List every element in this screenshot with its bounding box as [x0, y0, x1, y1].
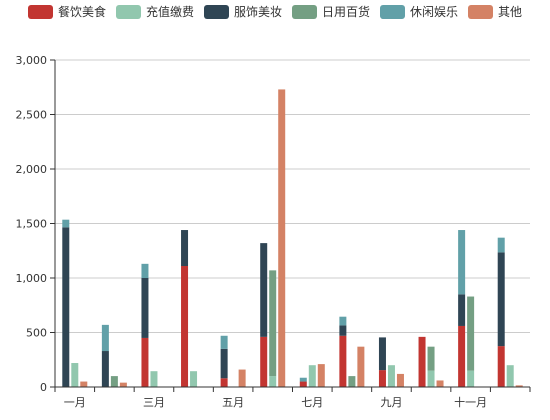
bar-segment[interactable]	[348, 376, 356, 387]
axes: 0 500 1,000 1,500 2,000 2,500 3,000 一月 三月 五月 七月 九月 十…	[16, 54, 531, 409]
bar-segment[interactable]	[62, 219, 70, 228]
legend-swatch	[380, 5, 405, 19]
bar-segment[interactable]	[141, 263, 149, 278]
legend-swatch	[204, 5, 229, 19]
legend-item[interactable]: 其他	[468, 5, 522, 19]
y-tick-label: 3,000	[16, 54, 48, 67]
x-tick-label: 五月	[222, 396, 244, 409]
bar-segment[interactable]	[497, 237, 505, 253]
bar-segment[interactable]	[515, 385, 523, 387]
legend-swatch	[292, 5, 317, 19]
bar-segment[interactable]	[458, 325, 466, 387]
y-tick-label: 1,500	[16, 218, 48, 231]
legend-label: 日用百货	[322, 4, 370, 19]
bar-segment[interactable]	[308, 365, 316, 387]
bar-segment[interactable]	[260, 336, 268, 387]
bar-segment[interactable]	[181, 230, 189, 267]
bar-segment[interactable]	[357, 346, 365, 387]
y-tick-label: 0	[40, 381, 47, 394]
bar-segment[interactable]	[506, 365, 514, 387]
y-tick-label: 2,000	[16, 163, 48, 176]
bar-segment[interactable]	[269, 376, 277, 387]
bar-segment[interactable]	[339, 335, 347, 387]
x-tick-label: 七月	[301, 396, 323, 409]
bar-segment[interactable]	[119, 382, 127, 387]
bar-segment[interactable]	[458, 230, 466, 295]
bar-segment[interactable]	[467, 296, 475, 371]
bar-segment[interactable]	[339, 325, 347, 336]
bars	[62, 89, 523, 388]
x-tick-label: 三月	[143, 396, 165, 409]
bar-segment[interactable]	[278, 89, 286, 388]
x-tick-label: 一月	[64, 396, 86, 409]
bar-segment[interactable]	[141, 278, 149, 338]
y-tick-label: 2,500	[16, 109, 48, 122]
bar-segment[interactable]	[71, 363, 79, 387]
bar-segment[interactable]	[238, 369, 246, 387]
bar-segment[interactable]	[220, 378, 228, 387]
grid	[55, 59, 530, 333]
bar-segment[interactable]	[80, 381, 88, 387]
bar-segment[interactable]	[141, 337, 149, 387]
bar-segment[interactable]	[378, 337, 386, 371]
legend-item[interactable]: 充值缴费	[116, 4, 194, 19]
legend[interactable]: 餐饮美食 充值缴费 服饰美妆 日用百货 休闲娱乐 其他	[28, 4, 522, 19]
bar-segment[interactable]	[339, 316, 347, 326]
legend-swatch	[116, 5, 141, 19]
bar-segment[interactable]	[299, 381, 307, 387]
bar-segment[interactable]	[181, 266, 189, 387]
bar-segment[interactable]	[427, 346, 435, 371]
legend-item[interactable]: 休闲娱乐	[380, 5, 458, 19]
bar-segment[interactable]	[110, 376, 118, 387]
x-tick-label: 九月	[380, 396, 402, 409]
bar-segment[interactable]	[220, 335, 228, 349]
legend-item[interactable]: 餐饮美食	[28, 4, 106, 19]
bar-segment[interactable]	[190, 371, 198, 387]
bar-segment[interactable]	[299, 377, 307, 382]
bar-segment[interactable]	[396, 373, 404, 387]
bar-segment[interactable]	[418, 336, 426, 387]
y-tick-label: 500	[26, 327, 47, 340]
bar-segment[interactable]	[427, 370, 435, 387]
bar-segment[interactable]	[458, 294, 466, 326]
bar-segment[interactable]	[62, 227, 70, 387]
bar-segment[interactable]	[497, 252, 505, 347]
bar-segment[interactable]	[497, 346, 505, 387]
bar-segment[interactable]	[269, 270, 277, 377]
bar-segment[interactable]	[387, 365, 395, 387]
bar-segment[interactable]	[467, 370, 475, 387]
y-tick-label: 1,000	[16, 272, 48, 285]
legend-item[interactable]: 日用百货	[292, 4, 370, 19]
bar-segment[interactable]	[101, 324, 109, 352]
legend-label: 服饰美妆	[234, 5, 282, 19]
bar-segment[interactable]	[378, 370, 386, 387]
legend-label: 休闲娱乐	[410, 5, 458, 19]
bar-segment[interactable]	[317, 364, 325, 387]
bar-segment[interactable]	[150, 371, 158, 387]
bar-segment[interactable]	[260, 243, 268, 337]
legend-swatch	[468, 5, 493, 19]
legend-swatch	[28, 5, 53, 19]
legend-label: 其他	[498, 5, 522, 19]
legend-item[interactable]: 服饰美妆	[204, 5, 282, 19]
bar-segment[interactable]	[436, 380, 444, 387]
legend-label: 餐饮美食	[58, 4, 106, 19]
x-tick-label: 十一月	[454, 395, 487, 409]
bar-segment[interactable]	[101, 351, 109, 387]
bar-segment[interactable]	[220, 348, 228, 379]
legend-label: 充值缴费	[146, 4, 194, 19]
